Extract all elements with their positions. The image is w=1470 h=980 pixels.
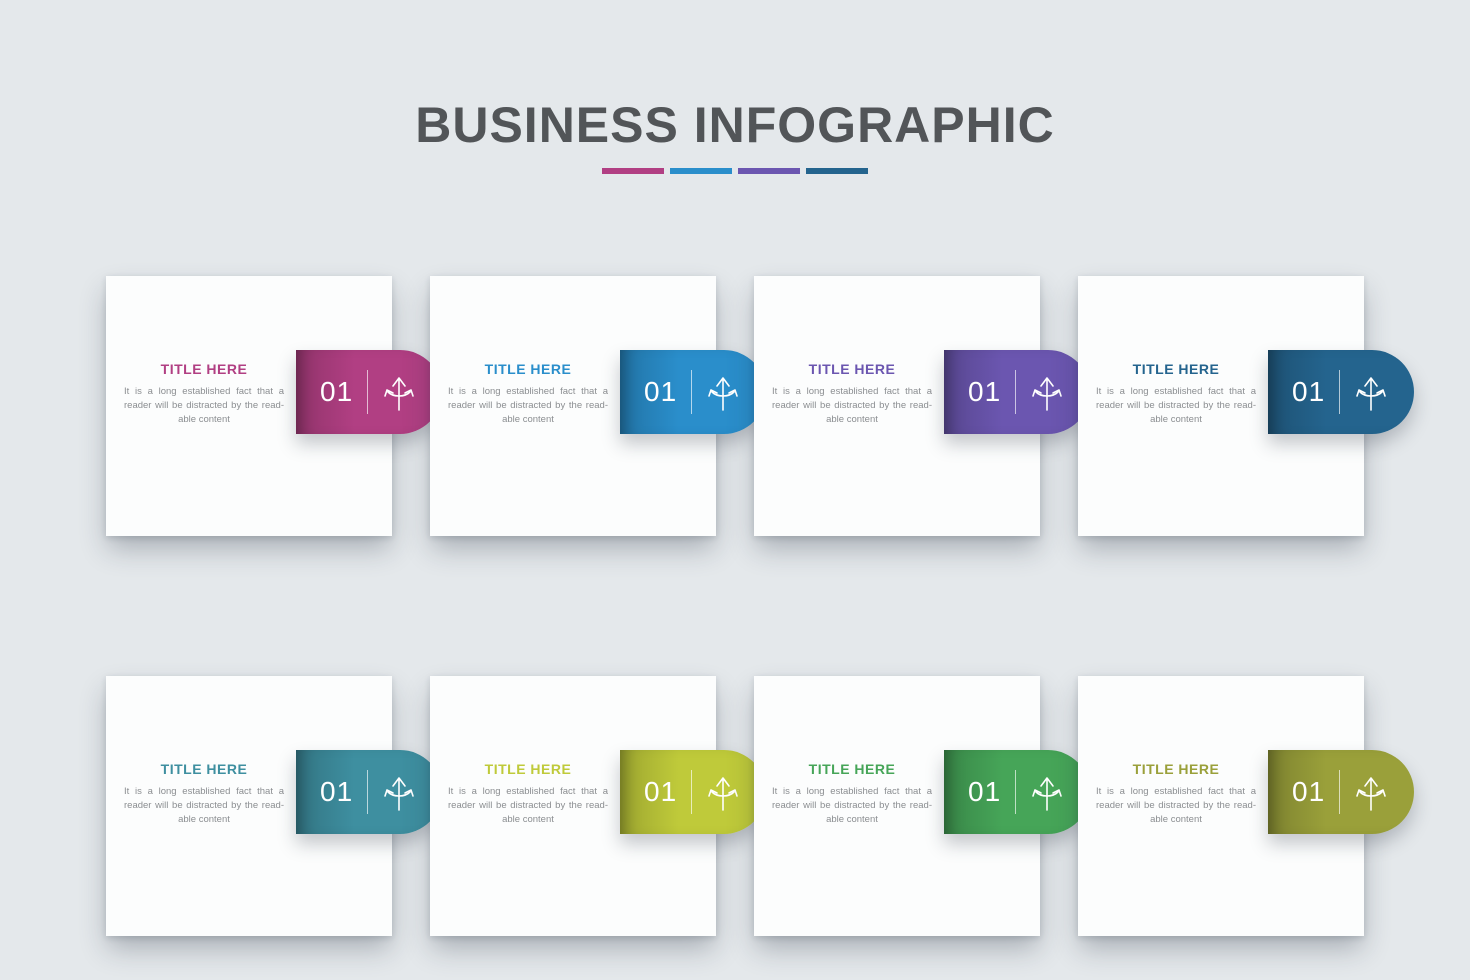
- card-text: TITLE HERE It is a long established fact …: [772, 361, 932, 426]
- card-tab: 01: [620, 750, 766, 834]
- card-body: It is a long established fact that a rea…: [124, 385, 284, 426]
- tab-divider: [367, 770, 368, 814]
- card-body: It is a long established fact that a rea…: [448, 385, 608, 426]
- accent-seg-1: [602, 168, 664, 174]
- arrows-icon: [1030, 372, 1064, 412]
- info-card-7: TITLE HERE It is a long established fact …: [754, 676, 1040, 936]
- tab-number: 01: [1292, 376, 1325, 408]
- card-tab: 01: [944, 750, 1090, 834]
- arrows-icon: [1354, 772, 1388, 812]
- accent-underline: [0, 168, 1470, 174]
- card-body: It is a long established fact that a rea…: [124, 785, 284, 826]
- accent-seg-4: [806, 168, 868, 174]
- info-card-4: TITLE HERE It is a long established fact …: [1078, 276, 1364, 536]
- card-tab: 01: [620, 350, 766, 434]
- card-text: TITLE HERE It is a long established fact …: [448, 361, 608, 426]
- tab-divider: [1339, 770, 1340, 814]
- row-2: TITLE HERE It is a long established fact …: [106, 676, 1364, 936]
- card-title: TITLE HERE: [124, 361, 284, 377]
- arrows-icon: [1354, 372, 1388, 412]
- card-body: It is a long established fact that a rea…: [448, 785, 608, 826]
- tab-divider: [691, 770, 692, 814]
- tab-divider: [691, 370, 692, 414]
- card-body: It is a long established fact that a rea…: [772, 385, 932, 426]
- card-tab: 01: [296, 750, 442, 834]
- arrows-icon: [706, 372, 740, 412]
- card-text: TITLE HERE It is a long established fact …: [1096, 761, 1256, 826]
- card-text: TITLE HERE It is a long established fact …: [772, 761, 932, 826]
- card-title: TITLE HERE: [772, 761, 932, 777]
- accent-seg-3: [738, 168, 800, 174]
- card-title: TITLE HERE: [448, 761, 608, 777]
- card-text: TITLE HERE It is a long established fact …: [124, 361, 284, 426]
- info-card-1: TITLE HERE It is a long established fact …: [106, 276, 392, 536]
- tab-divider: [1015, 370, 1016, 414]
- tab-number: 01: [644, 776, 677, 808]
- card-text: TITLE HERE It is a long established fact …: [448, 761, 608, 826]
- tab-number: 01: [1292, 776, 1325, 808]
- card-tab: 01: [1268, 350, 1414, 434]
- arrows-icon: [382, 372, 416, 412]
- card-title: TITLE HERE: [772, 361, 932, 377]
- tab-number: 01: [320, 376, 353, 408]
- infographic-grid: TITLE HERE It is a long established fact …: [106, 276, 1364, 936]
- card-title: TITLE HERE: [448, 361, 608, 377]
- info-card-8: TITLE HERE It is a long established fact …: [1078, 676, 1364, 936]
- card-body: It is a long established fact that a rea…: [1096, 385, 1256, 426]
- card-tab: 01: [1268, 750, 1414, 834]
- info-card-2: TITLE HERE It is a long established fact …: [430, 276, 716, 536]
- card-tab: 01: [944, 350, 1090, 434]
- page-title: BUSINESS INFOGRAPHIC: [0, 96, 1470, 154]
- info-card-3: TITLE HERE It is a long established fact …: [754, 276, 1040, 536]
- tab-divider: [1339, 370, 1340, 414]
- tab-number: 01: [968, 776, 1001, 808]
- accent-seg-2: [670, 168, 732, 174]
- info-card-6: TITLE HERE It is a long established fact …: [430, 676, 716, 936]
- card-text: TITLE HERE It is a long established fact …: [1096, 361, 1256, 426]
- arrows-icon: [706, 772, 740, 812]
- arrows-icon: [382, 772, 416, 812]
- card-tab: 01: [296, 350, 442, 434]
- header: BUSINESS INFOGRAPHIC: [0, 96, 1470, 174]
- tab-number: 01: [320, 776, 353, 808]
- arrows-icon: [1030, 772, 1064, 812]
- card-title: TITLE HERE: [124, 761, 284, 777]
- tab-number: 01: [968, 376, 1001, 408]
- tab-number: 01: [644, 376, 677, 408]
- card-text: TITLE HERE It is a long established fact …: [124, 761, 284, 826]
- card-title: TITLE HERE: [1096, 761, 1256, 777]
- tab-divider: [367, 370, 368, 414]
- row-1: TITLE HERE It is a long established fact …: [106, 276, 1364, 536]
- card-body: It is a long established fact that a rea…: [772, 785, 932, 826]
- card-title: TITLE HERE: [1096, 361, 1256, 377]
- card-body: It is a long established fact that a rea…: [1096, 785, 1256, 826]
- info-card-5: TITLE HERE It is a long established fact …: [106, 676, 392, 936]
- tab-divider: [1015, 770, 1016, 814]
